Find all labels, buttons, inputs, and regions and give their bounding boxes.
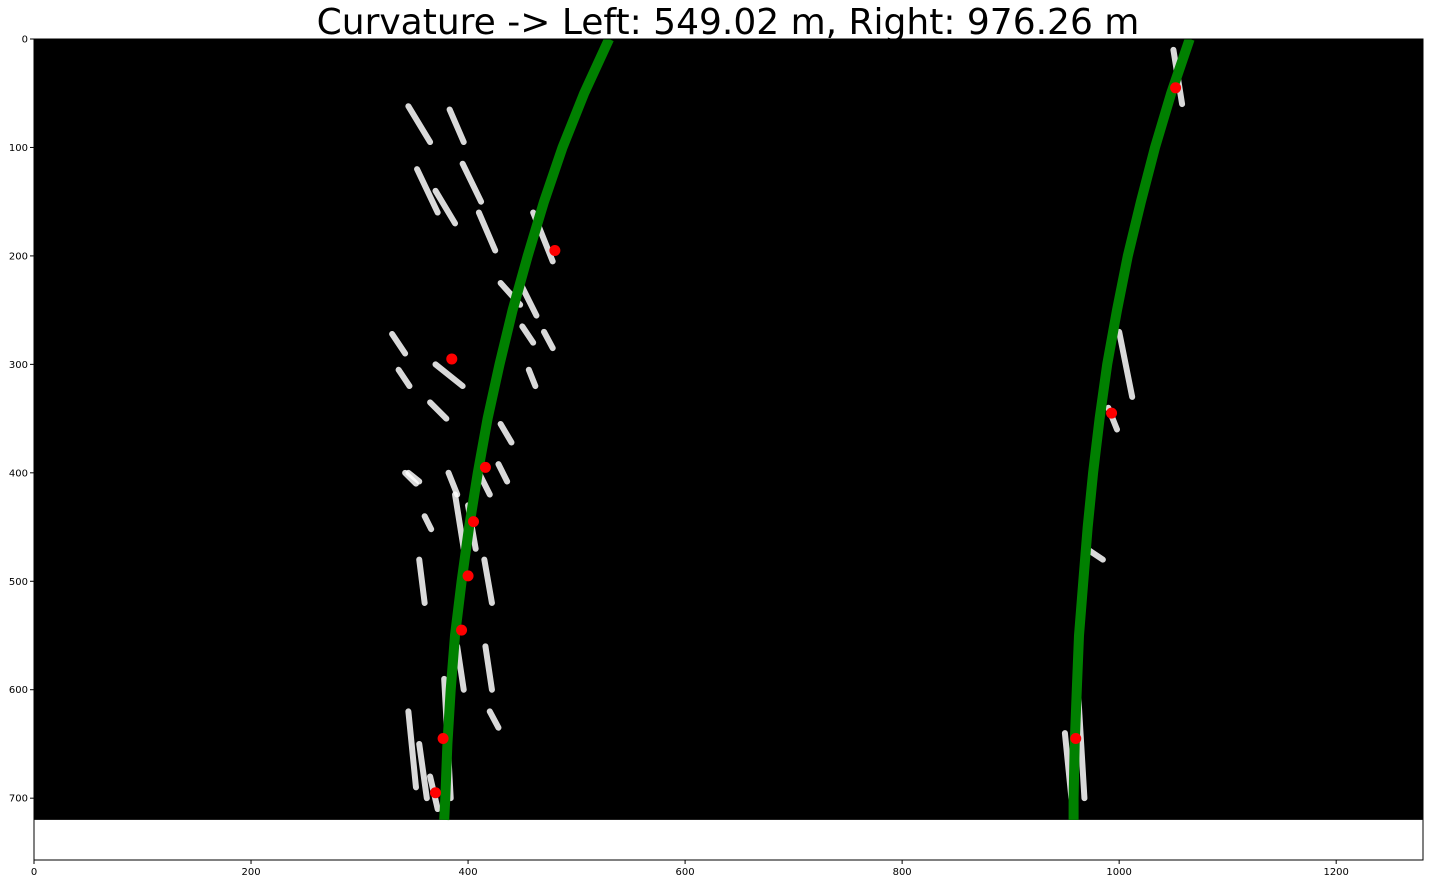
lane-pixel-streak [395, 366, 413, 390]
lane-pixel-streak [416, 740, 430, 802]
lane-pixel-streak [421, 513, 435, 533]
y-tick-label: 600 [9, 685, 28, 696]
x-tick-label: 1000 [1106, 867, 1131, 878]
fit-line-layer [439, 39, 1195, 821]
lane-pixel-streak [402, 469, 419, 487]
window-center-point [1170, 82, 1182, 94]
lane-pixel-streak [445, 469, 461, 498]
window-center-point [437, 733, 449, 745]
lane-pixel-streak [495, 461, 511, 485]
window-center-point [446, 353, 458, 365]
lane-pixel-streak [497, 421, 515, 446]
window-center-point [456, 624, 468, 636]
lane-pixel-streak [432, 361, 466, 390]
y-tick-label: 0 [22, 35, 28, 46]
lane-pixel-streak [414, 166, 441, 216]
lane-pixel-streak [541, 328, 556, 352]
window-center-point [462, 570, 474, 582]
lane-pixel-streak [525, 366, 539, 390]
axes-frame [33, 38, 1424, 861]
window-center-point [549, 244, 561, 256]
lane-pixel-streak [446, 106, 467, 146]
x-tick-label: 600 [676, 867, 695, 878]
x-tick-label: 800 [893, 867, 912, 878]
y-axis: 0 100 200 300 400 500 600 700 [9, 35, 34, 805]
lane-pixel-streak [486, 708, 502, 731]
lane-pixel-streak [389, 330, 409, 357]
y-tick-label: 200 [9, 251, 28, 262]
x-tick-label: 200 [241, 867, 260, 878]
lane-pixel-streak [482, 643, 495, 693]
lane-pixel-streak [519, 323, 537, 346]
window-center-points [430, 82, 1182, 799]
lane-pixel-streak [405, 103, 434, 146]
lane-pixel-streak [427, 399, 450, 422]
right-lane-fit-line [1068, 39, 1195, 820]
lane-pixel-streak [481, 556, 495, 606]
binary-warped-image [34, 39, 1423, 820]
lane-pixel-streak [432, 187, 459, 227]
window-center-point [430, 787, 442, 799]
lane-pixel-streak [416, 556, 428, 606]
x-tick-label: 0 [31, 867, 37, 878]
y-tick-label: 300 [9, 360, 28, 371]
y-tick-label: 700 [9, 794, 28, 805]
y-tick-label: 100 [9, 143, 28, 154]
lane-pixel-streak [1116, 328, 1136, 400]
lane-pixel-streak [475, 209, 499, 254]
window-center-point [1070, 733, 1082, 745]
y-tick-label: 400 [9, 468, 28, 479]
window-center-point [467, 516, 479, 528]
window-center-point [1106, 407, 1118, 419]
lane-pixel-streak [452, 491, 467, 552]
x-tick-label: 1200 [1323, 867, 1348, 878]
lane-pixel-streak [405, 708, 419, 791]
lane-pixel-streak [459, 160, 485, 205]
chart-title: Curvature -> Left: 549.02 m, Right: 976.… [317, 2, 1140, 43]
left-lane-fit-line [439, 39, 614, 821]
window-center-point [479, 461, 491, 473]
x-axis: 0 200 400 600 800 1000 1200 [31, 860, 1349, 878]
y-tick-label: 500 [9, 577, 28, 588]
x-tick-label: 400 [459, 867, 478, 878]
